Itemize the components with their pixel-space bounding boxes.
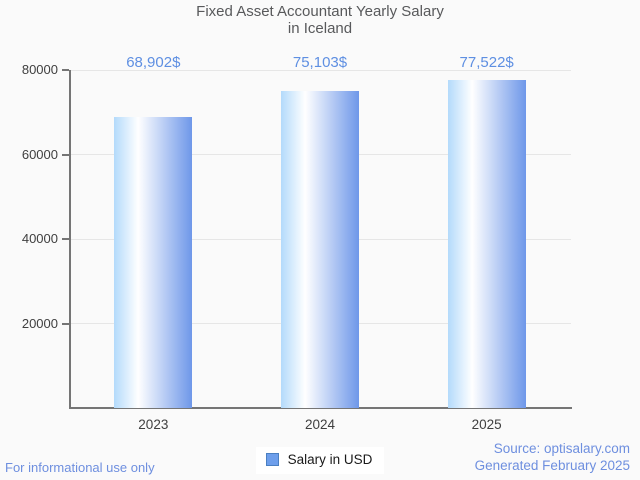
x-axis-tick-label: 2023 [138,417,169,432]
gridline-80000 [71,69,571,71]
source-line: Source: optisalary.com [493,441,630,456]
bar-value-label: 75,103$ [292,54,348,71]
generated-line: Generated February 2025 [474,458,630,473]
y-axis-tick [62,69,69,71]
bar-value-label: 77,522$ [459,54,514,71]
legend-label: Salary in USD [287,452,373,467]
chart-title: Fixed Asset Accountant Yearly Salary in … [0,3,640,37]
bar-value-label: 68,902$ [126,54,181,71]
y-axis-tick-label: 20000 [21,315,58,331]
x-axis-tick-label: 2025 [471,417,502,432]
y-axis-tick [62,153,69,156]
y-axis-tick [62,238,69,240]
source-note: Source: optisalary.com Generated Februar… [475,440,630,474]
legend-swatch-icon [265,453,279,466]
y-axis-tick-label: 60000 [21,146,58,162]
chart-title-line1: Fixed Asset Accountant Yearly Salary [196,3,444,20]
y-axis-line [69,70,71,409]
chart-title-line2: in Iceland [287,19,353,37]
legend: Salary in USD [0,447,640,474]
legend-box: Salary in USD [255,447,385,474]
y-axis-tick-label: 40000 [21,231,58,246]
bar-2025 [447,80,526,408]
x-axis-tick-label: 2024 [304,417,336,432]
bar-2024 [281,90,359,408]
y-axis-tick-label: 80000 [21,62,58,77]
x-axis-line [69,407,572,409]
disclaimer-note: For informational use only [5,460,155,475]
y-axis-tick [62,322,69,325]
bar-2023 [114,116,193,408]
